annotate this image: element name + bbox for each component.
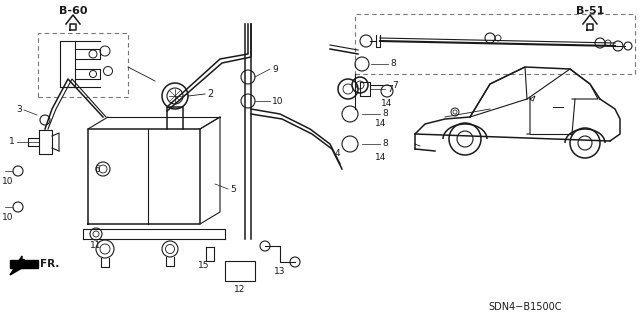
Text: 10: 10 — [272, 97, 284, 106]
Text: 14: 14 — [375, 120, 387, 129]
Text: 11: 11 — [90, 241, 102, 250]
Text: 7: 7 — [392, 80, 397, 90]
Text: B-51: B-51 — [576, 6, 604, 16]
Text: 3: 3 — [16, 106, 22, 115]
Text: 2: 2 — [207, 89, 213, 99]
Text: 8: 8 — [382, 139, 388, 149]
Text: 6: 6 — [94, 165, 100, 174]
Text: 15: 15 — [198, 262, 210, 271]
Polygon shape — [10, 260, 38, 268]
Polygon shape — [10, 256, 22, 275]
Text: B-60: B-60 — [59, 6, 87, 16]
Text: 8: 8 — [390, 60, 396, 69]
Text: 4: 4 — [335, 150, 340, 159]
Text: 8: 8 — [382, 109, 388, 118]
Text: 9: 9 — [272, 64, 278, 73]
Text: 1: 1 — [9, 137, 15, 146]
Text: 10: 10 — [3, 212, 13, 221]
Text: 7: 7 — [387, 85, 393, 93]
Text: 5: 5 — [230, 184, 236, 194]
Text: 13: 13 — [275, 268, 285, 277]
Text: 14: 14 — [381, 99, 393, 108]
Text: 12: 12 — [234, 285, 246, 293]
Text: FR.: FR. — [40, 259, 60, 269]
Text: 14: 14 — [375, 152, 387, 161]
Text: SDN4−B1500C: SDN4−B1500C — [488, 302, 562, 312]
Text: 10: 10 — [3, 176, 13, 186]
